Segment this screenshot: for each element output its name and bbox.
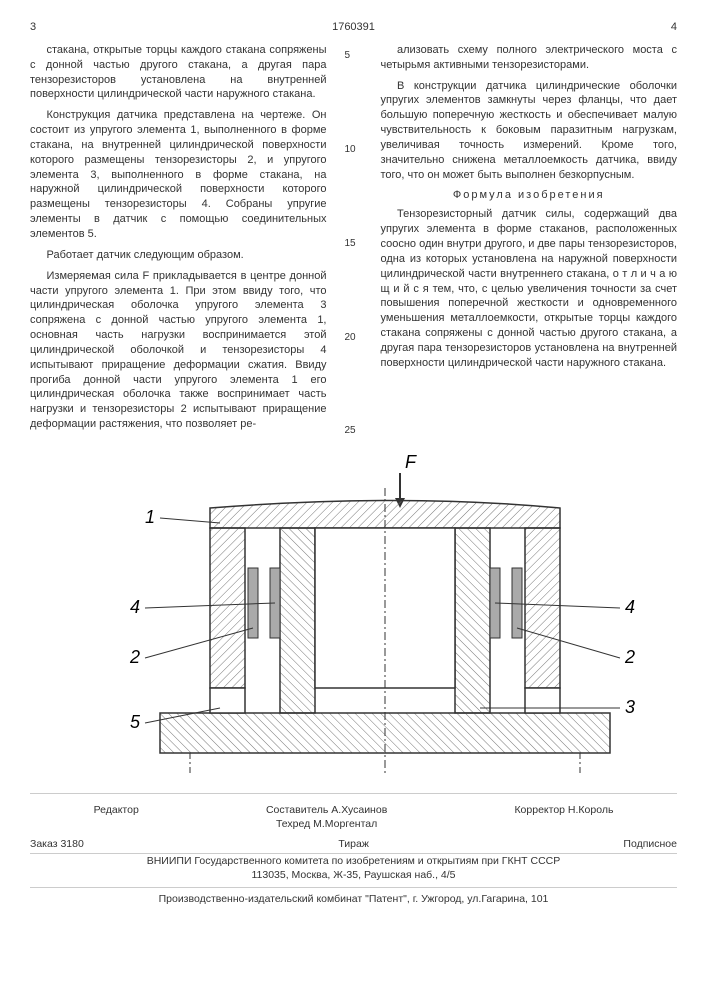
right-column: ализовать схему полного электрического м… (381, 43, 678, 438)
tirazh: Тираж (338, 837, 369, 851)
right-page-num: 4 (671, 20, 677, 35)
para: Конструкция датчика представлена на черт… (30, 108, 327, 242)
korrektor: Корректор Н.Король (514, 803, 613, 831)
callout-3: 3 (625, 697, 635, 717)
callout-2-left: 2 (129, 647, 140, 667)
para: ализовать схему полного электрического м… (381, 43, 678, 73)
patent-number: 1760391 (36, 20, 671, 35)
technical-drawing: F 1 4 2 (30, 448, 677, 783)
line-numbers: 5 10 15 20 25 (345, 43, 363, 438)
force-label: F (405, 452, 417, 472)
vniipi: ВНИИПИ Государственного комитета по изоб… (30, 854, 677, 868)
footer: Редактор Составитель А.Хусаинов Техред М… (30, 793, 677, 906)
vniipi-address: 113035, Москва, Ж-35, Раушская наб., 4/5 (30, 868, 677, 882)
para: Тензорезисторный датчик силы, содержащий… (381, 207, 678, 370)
production: Производственно-издательский комбинат "П… (30, 887, 677, 906)
para: Измеряемая сила F прикладывается в центр… (30, 269, 327, 432)
callout-4-right: 4 (625, 597, 635, 617)
formula-title: Формула изобретения (381, 188, 678, 203)
sostavitel: Составитель А.Хусаинов (266, 804, 387, 816)
para: Работает датчик следующим образом. (30, 248, 327, 263)
callout-1: 1 (145, 507, 155, 527)
podpisnoe: Подписное (623, 837, 677, 851)
callout-2-right: 2 (624, 647, 635, 667)
tehred: Техред М.Моргентал (276, 818, 377, 830)
sensor-cross-section: F 1 4 2 (30, 448, 670, 778)
para: стакана, открытые торцы каждого стакана … (30, 43, 327, 102)
para: В конструкции датчика цилиндрические обо… (381, 79, 678, 183)
left-column: стакана, открытые торцы каждого стакана … (30, 43, 327, 438)
zakaz: Заказ 3180 (30, 837, 84, 851)
redaktor: Редактор (94, 803, 139, 831)
callout-5: 5 (130, 712, 141, 732)
text-columns: стакана, открытые торцы каждого стакана … (30, 43, 677, 438)
page-header: 3 1760391 4 (30, 20, 677, 35)
callout-4-left: 4 (130, 597, 140, 617)
